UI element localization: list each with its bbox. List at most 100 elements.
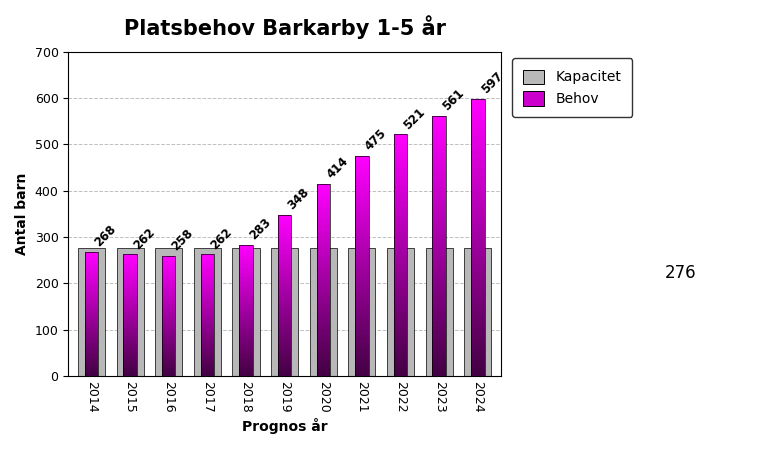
Bar bbox=[84, 371, 98, 373]
Bar bbox=[394, 246, 407, 249]
Bar bbox=[278, 291, 291, 293]
Bar bbox=[162, 265, 176, 267]
Bar bbox=[432, 298, 446, 301]
Bar bbox=[124, 274, 137, 276]
Bar bbox=[200, 286, 214, 288]
Bar bbox=[316, 302, 330, 304]
Bar bbox=[355, 335, 369, 337]
Bar bbox=[471, 341, 485, 345]
Bar bbox=[355, 164, 369, 167]
Bar bbox=[278, 263, 291, 265]
Bar bbox=[240, 247, 253, 248]
Bar bbox=[278, 327, 291, 330]
Text: 262: 262 bbox=[208, 225, 235, 251]
Bar bbox=[278, 251, 291, 253]
Bar bbox=[200, 282, 214, 283]
Bar bbox=[316, 261, 330, 263]
Bar bbox=[124, 373, 137, 374]
Bar bbox=[425, 248, 452, 376]
Bar bbox=[316, 268, 330, 270]
Bar bbox=[200, 318, 214, 320]
Text: 597: 597 bbox=[478, 70, 505, 97]
Bar bbox=[240, 253, 253, 255]
Bar bbox=[471, 172, 485, 175]
Bar bbox=[355, 304, 369, 307]
Title: Platsbehov Barkarby 1-5 år: Platsbehov Barkarby 1-5 år bbox=[124, 15, 445, 39]
Bar bbox=[240, 307, 253, 308]
Bar bbox=[316, 333, 330, 335]
Bar bbox=[394, 306, 407, 309]
Bar bbox=[394, 285, 407, 288]
Bar bbox=[355, 293, 369, 296]
Bar bbox=[200, 264, 214, 265]
Bar bbox=[471, 352, 485, 355]
Bar bbox=[394, 273, 407, 276]
Bar bbox=[394, 358, 407, 361]
Bar bbox=[316, 359, 330, 361]
Bar bbox=[432, 139, 446, 142]
Bar bbox=[124, 279, 137, 280]
Bar bbox=[278, 309, 291, 311]
Bar bbox=[355, 211, 369, 214]
Bar bbox=[432, 213, 446, 216]
Bar bbox=[162, 361, 176, 362]
Bar bbox=[124, 304, 137, 306]
Bar bbox=[355, 329, 369, 332]
Bar bbox=[471, 158, 485, 162]
Bar bbox=[278, 283, 291, 285]
Bar bbox=[162, 353, 176, 355]
Bar bbox=[316, 258, 330, 261]
Bar bbox=[355, 299, 369, 302]
Bar bbox=[355, 340, 369, 343]
Bar bbox=[124, 268, 137, 269]
Bar bbox=[432, 265, 446, 269]
Bar bbox=[355, 365, 369, 368]
Bar bbox=[200, 324, 214, 326]
Bar bbox=[278, 331, 291, 334]
Bar bbox=[240, 284, 253, 286]
Bar bbox=[394, 276, 407, 279]
Bar bbox=[355, 156, 369, 158]
Bar bbox=[471, 331, 485, 335]
Bar bbox=[432, 370, 446, 373]
Bar bbox=[471, 251, 485, 255]
Bar bbox=[240, 256, 253, 258]
Bar bbox=[162, 371, 176, 373]
Bar bbox=[432, 145, 446, 149]
Bar bbox=[240, 250, 253, 251]
Bar bbox=[432, 168, 446, 171]
Bar bbox=[124, 288, 137, 289]
Bar bbox=[278, 319, 291, 321]
Bar bbox=[240, 261, 253, 263]
Bar bbox=[200, 299, 214, 300]
Bar bbox=[278, 233, 291, 235]
Bar bbox=[394, 219, 407, 222]
Bar bbox=[316, 186, 330, 189]
Bar bbox=[278, 231, 291, 233]
Bar bbox=[162, 319, 176, 321]
Bar bbox=[200, 303, 214, 304]
Bar bbox=[278, 335, 291, 338]
Bar bbox=[394, 313, 407, 316]
Bar bbox=[84, 320, 98, 321]
Bar bbox=[240, 281, 253, 282]
Bar bbox=[162, 326, 176, 328]
Bar bbox=[200, 288, 214, 289]
Bar bbox=[124, 271, 137, 273]
Bar bbox=[432, 229, 446, 233]
Bar bbox=[162, 271, 176, 273]
Bar bbox=[124, 335, 137, 336]
Bar bbox=[278, 305, 291, 307]
Bar bbox=[200, 300, 214, 301]
Bar bbox=[84, 292, 98, 294]
Bar bbox=[278, 338, 291, 339]
Bar bbox=[162, 310, 176, 312]
Bar bbox=[240, 269, 253, 271]
Bar bbox=[471, 227, 485, 231]
Bar bbox=[278, 293, 291, 295]
Bar bbox=[394, 134, 407, 376]
Bar bbox=[316, 294, 330, 297]
Bar bbox=[394, 334, 407, 337]
Bar bbox=[471, 317, 485, 321]
Bar bbox=[84, 311, 98, 312]
